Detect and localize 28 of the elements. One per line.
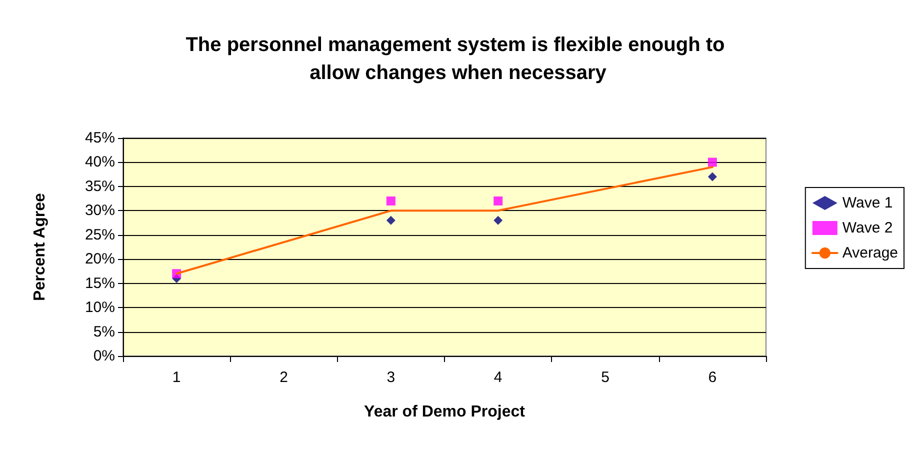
x-tick-label: 5	[601, 369, 610, 386]
y-tick-label: 0%	[93, 348, 115, 364]
y-tick-label: 10%	[84, 299, 115, 316]
x-tick-label: 6	[708, 369, 717, 386]
legend-label: Wave 2	[842, 220, 893, 236]
point	[386, 216, 396, 225]
legend-label: Average	[842, 244, 898, 262]
y-tick-label: 25%	[84, 226, 115, 244]
y-axis-title: Percent Agree	[32, 192, 48, 301]
point	[386, 196, 396, 206]
y-tick-label: 45%	[84, 130, 115, 146]
x-tick-label: 1	[172, 369, 181, 386]
y-tick-label: 20%	[84, 250, 115, 268]
y-tick-label: 5%	[93, 323, 115, 340]
x-tick-label: 2	[280, 369, 288, 386]
y-tick-label: 15%	[84, 274, 115, 292]
point	[708, 172, 717, 182]
y-tick-label: 30%	[84, 202, 115, 220]
x-tick-label: 4	[494, 369, 502, 386]
x-tick-label: 3	[386, 369, 396, 386]
x-axis-title: Year of Demo Project	[364, 404, 526, 420]
point	[708, 158, 717, 167]
chart-title: The personnel management system is flexible enough to allow changes when necessary	[186, 34, 730, 84]
y-tick-label: 35%	[84, 178, 115, 195]
point	[494, 216, 503, 225]
point	[494, 196, 503, 206]
legend-label: Wave 1	[842, 194, 893, 212]
y-tick-label: 40%	[84, 154, 115, 171]
